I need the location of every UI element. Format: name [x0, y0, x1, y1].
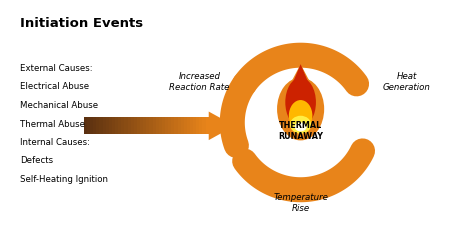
Ellipse shape [285, 78, 316, 127]
Bar [125, 117, 128, 134]
Text: Internal Causes:: Internal Causes: [20, 138, 90, 147]
Text: Self-Heating Ignition: Self-Heating Ignition [20, 175, 108, 184]
Text: Mechanical Abuse: Mechanical Abuse [20, 101, 99, 110]
Text: THERMAL
RUNAWAY: THERMAL RUNAWAY [278, 121, 323, 141]
Text: External Causes:: External Causes: [20, 64, 93, 73]
Bar [149, 117, 153, 134]
Text: Defects: Defects [20, 156, 54, 165]
Ellipse shape [277, 78, 324, 141]
Bar [140, 117, 144, 134]
Bar [153, 117, 156, 134]
Text: Thermal Abuse: Thermal Abuse [20, 120, 85, 129]
Bar [184, 117, 187, 134]
Bar [121, 117, 125, 134]
Bar [118, 117, 122, 134]
Bar [159, 117, 163, 134]
Bar [84, 117, 87, 134]
Bar [196, 117, 200, 134]
Ellipse shape [290, 116, 311, 134]
Bar [155, 117, 159, 134]
Bar [190, 117, 193, 134]
Polygon shape [291, 64, 310, 86]
Bar [143, 117, 147, 134]
Bar [102, 117, 106, 134]
Bar [93, 117, 97, 134]
Bar [106, 117, 109, 134]
Ellipse shape [295, 123, 307, 131]
Text: Initiation Events: Initiation Events [20, 17, 143, 30]
Bar [174, 117, 178, 134]
Bar [115, 117, 118, 134]
Bar [200, 117, 203, 134]
Bar [206, 117, 209, 134]
Bar [202, 117, 206, 134]
Bar [134, 117, 137, 134]
Bar [100, 117, 103, 134]
Bar [165, 117, 169, 134]
Text: Temperature
Rise: Temperature Rise [273, 193, 328, 213]
Bar [96, 117, 100, 134]
Bar [90, 117, 94, 134]
Bar [171, 117, 175, 134]
Polygon shape [286, 64, 315, 91]
Text: Increased
Reaction Rate: Increased Reaction Rate [169, 72, 229, 92]
Bar [87, 117, 91, 134]
Text: Electrical Abuse: Electrical Abuse [20, 82, 90, 91]
Bar [131, 117, 134, 134]
Bar [112, 117, 116, 134]
Text: Heat
Generation: Heat Generation [383, 72, 430, 92]
Bar [162, 117, 165, 134]
Ellipse shape [289, 100, 312, 131]
Bar [168, 117, 172, 134]
Bar [146, 117, 150, 134]
Bar [181, 117, 184, 134]
Bar [109, 117, 112, 134]
Polygon shape [209, 111, 235, 140]
Bar [193, 117, 197, 134]
Bar [177, 117, 181, 134]
Bar [137, 117, 140, 134]
Bar [187, 117, 191, 134]
Bar [128, 117, 131, 134]
